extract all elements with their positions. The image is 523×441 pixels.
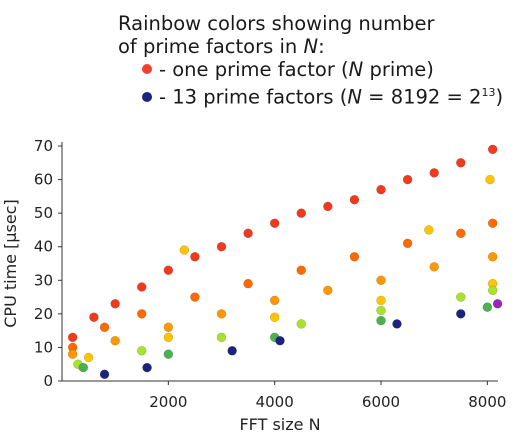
y-tick-label: 40: [34, 238, 53, 256]
data-point: [456, 309, 466, 319]
red-dot-icon: [142, 64, 152, 74]
data-point: [269, 312, 280, 322]
data-point: [376, 295, 386, 306]
x-tick-label: 2000: [149, 393, 187, 411]
data-points: [67, 144, 503, 380]
x-axis-label: FFT size N: [239, 415, 320, 434]
legend-entry-13-prime-factors: - 13 prime factors (N = 8192 = 213): [118, 81, 503, 109]
y-tick-label: 0: [43, 372, 53, 390]
y-tick-label: 50: [34, 204, 53, 222]
data-point: [190, 292, 200, 302]
data-point: [402, 238, 413, 249]
data-point: [163, 265, 174, 275]
data-point: [456, 158, 466, 168]
dark-blue-dot-icon: [142, 91, 152, 102]
data-point: [137, 309, 147, 319]
y-tick-label: 60: [34, 171, 53, 189]
data-point: [376, 315, 386, 326]
data-point: [429, 262, 439, 272]
data-point: [137, 346, 147, 356]
y-tick-label: 30: [34, 271, 53, 289]
data-point: [429, 168, 439, 178]
data-point: [137, 282, 147, 292]
data-point: [216, 332, 227, 343]
data-point: [349, 252, 360, 262]
axes: 0 10 20 30 40 50 60 70 2000 4000 6000 8000: [34, 137, 507, 411]
data-point: [456, 228, 466, 239]
legend-title-line-2: of prime factors in N:: [118, 35, 325, 58]
data-point: [275, 335, 285, 346]
data-point: [376, 184, 386, 195]
data-point: [67, 332, 78, 343]
data-point: [243, 278, 253, 289]
data-point: [456, 292, 466, 302]
data-point: [163, 322, 174, 333]
data-point: [296, 208, 307, 218]
data-point: [487, 285, 498, 296]
data-point: [99, 322, 110, 333]
data-point: [163, 349, 174, 359]
data-point: [110, 335, 120, 346]
data-point: [216, 309, 227, 319]
data-point: [492, 299, 503, 309]
data-point: [110, 299, 120, 309]
data-point: [269, 295, 280, 306]
data-point: [83, 352, 94, 363]
data-point: [323, 201, 333, 212]
y-tick-label: 70: [34, 137, 53, 155]
data-point: [376, 305, 386, 316]
data-point: [163, 332, 174, 343]
x-tick-label: 6000: [362, 393, 400, 411]
data-point: [402, 174, 413, 185]
x-tick-label: 4000: [256, 393, 294, 411]
y-tick-label: 10: [34, 338, 53, 356]
y-tick-label: 20: [34, 305, 53, 323]
data-point: [485, 174, 495, 185]
data-point: [67, 349, 78, 359]
legend: Rainbow colors showing number of prime f…: [118, 12, 503, 109]
data-point: [392, 319, 402, 329]
data-point: [349, 194, 360, 205]
legend-title-line-1: Rainbow colors showing number: [118, 12, 435, 35]
data-point: [190, 252, 200, 262]
data-point: [376, 275, 386, 286]
data-point: [296, 319, 307, 329]
data-point: [296, 265, 307, 275]
data-point: [482, 302, 493, 312]
y-axis-label: CPU time [µsec]: [1, 199, 20, 328]
data-point: [216, 241, 227, 252]
data-point: [487, 144, 498, 155]
data-point: [142, 362, 152, 373]
data-point: [243, 228, 253, 239]
data-point: [269, 218, 280, 228]
data-point: [227, 346, 237, 356]
legend-entry-one-prime-factor: - one prime factor (N prime): [118, 58, 503, 81]
data-point: [99, 369, 110, 380]
data-point: [323, 285, 333, 296]
data-point: [424, 225, 434, 235]
data-point: [487, 252, 498, 262]
x-tick-label: 8000: [468, 393, 506, 411]
data-point: [179, 245, 190, 255]
data-point: [78, 362, 89, 373]
data-point: [89, 312, 99, 322]
data-point: [487, 218, 498, 228]
